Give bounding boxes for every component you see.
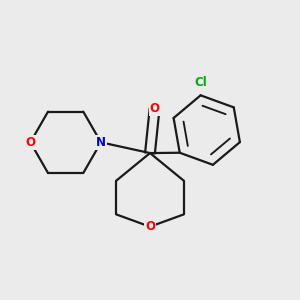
Text: O: O bbox=[26, 136, 35, 149]
Text: N: N bbox=[96, 136, 106, 149]
Text: O: O bbox=[150, 102, 160, 115]
Text: Cl: Cl bbox=[194, 76, 207, 89]
Text: O: O bbox=[145, 220, 155, 233]
